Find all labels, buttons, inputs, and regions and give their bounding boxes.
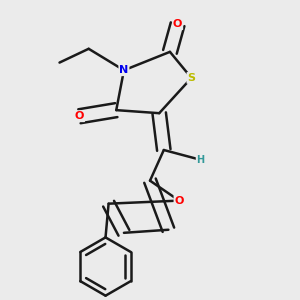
- Text: S: S: [188, 73, 195, 83]
- Text: N: N: [119, 65, 129, 75]
- Text: O: O: [173, 19, 182, 29]
- Text: O: O: [75, 111, 84, 121]
- Text: O: O: [175, 196, 184, 206]
- Text: H: H: [196, 155, 205, 165]
